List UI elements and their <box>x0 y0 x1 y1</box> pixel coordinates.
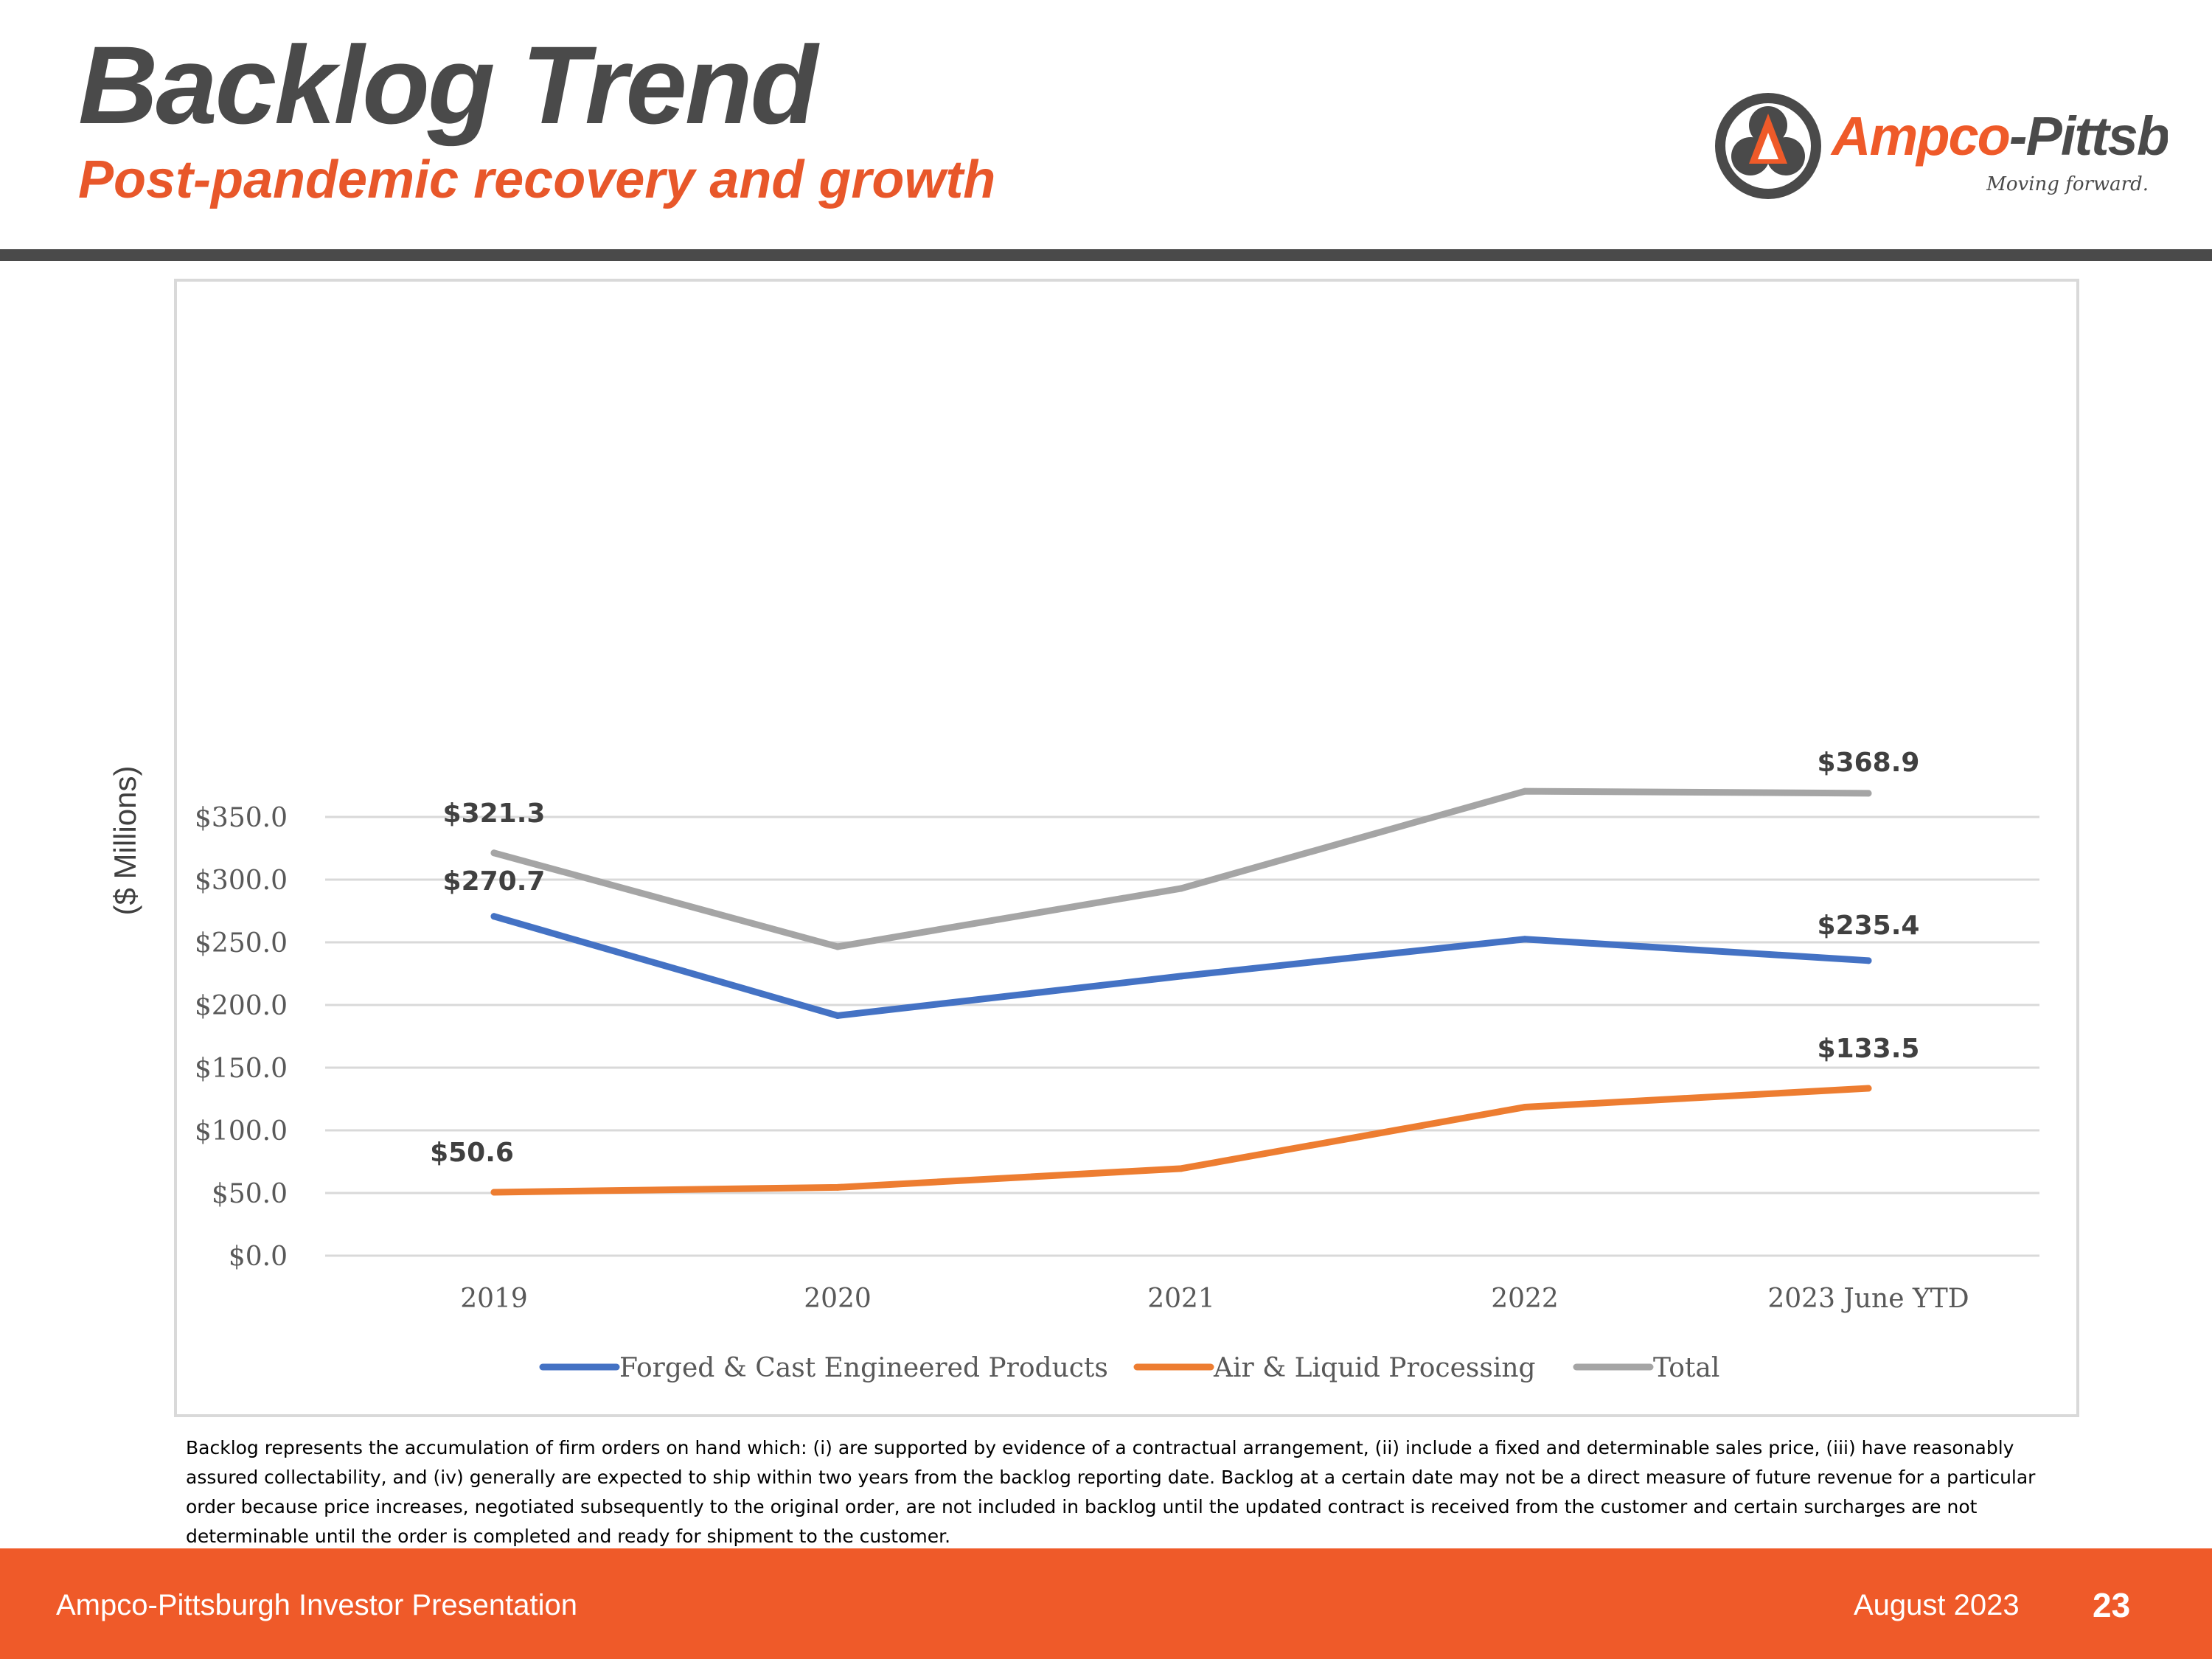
data-point-total <box>1865 790 1872 797</box>
data-label-total: $368.9 <box>1818 748 1920 778</box>
data-point-forged <box>1865 957 1872 964</box>
chart-frame <box>174 279 2079 1417</box>
data-point-air <box>1178 1165 1185 1172</box>
data-point-total <box>834 943 841 950</box>
y-tick-label: $50.0 <box>212 1179 288 1209</box>
data-point-air <box>1521 1104 1528 1111</box>
backlog-footnote: Backlog represents the accumulation of f… <box>186 1437 2036 1547</box>
y-tick-label: $300.0 <box>195 866 288 896</box>
data-point-forged <box>1521 936 1528 943</box>
data-point-forged <box>834 1012 841 1019</box>
series-line-total <box>490 787 1872 950</box>
x-tick-label: 2021 <box>1147 1284 1215 1314</box>
data-point-forged <box>1178 973 1185 980</box>
header-divider <box>0 249 2212 261</box>
data-point-air <box>1865 1085 1872 1092</box>
data-label-air: $50.6 <box>430 1138 514 1168</box>
data-point-air <box>490 1189 498 1196</box>
x-tick-label: 2019 <box>460 1284 528 1314</box>
y-tick-label: $250.0 <box>195 928 288 959</box>
y-tick-label: $350.0 <box>195 803 288 833</box>
data-label-total: $321.3 <box>443 799 546 829</box>
svg-text:Ampco-Pittsburgh: Ampco-Pittsburgh <box>1830 105 2168 167</box>
y-tick-label: $100.0 <box>195 1116 288 1147</box>
footer-presentation-title: Ampco-Pittsburgh Investor Presentation <box>56 1589 578 1621</box>
y-axis-title: ($ Millions) <box>108 765 142 916</box>
footer-date: August 2023 <box>1854 1589 2020 1621</box>
data-point-total <box>490 849 498 857</box>
page-number: 23 <box>2093 1586 2131 1624</box>
y-tick-label: $200.0 <box>195 991 288 1021</box>
legend-label-forged: Forged & Cast Engineered Products <box>619 1353 1108 1383</box>
logo-text-pittsburgh: -Pittsburgh <box>2009 105 2168 167</box>
data-label-forged: $235.4 <box>1818 911 1920 941</box>
data-point-forged <box>490 913 498 920</box>
footer-bar <box>0 1548 2212 1659</box>
legend-label-air: Air & Liquid Processing <box>1213 1353 1536 1383</box>
x-tick-label: 2023 June YTD <box>1767 1284 1969 1314</box>
page-title: Backlog Trend <box>78 23 818 147</box>
y-tick-label: $150.0 <box>195 1054 288 1084</box>
series-line-forged <box>490 913 1872 1019</box>
company-logo: Ampco-Pittsburgh Moving forward. <box>1715 93 2168 199</box>
series-line-air <box>490 1085 1872 1196</box>
y-tick-label: $0.0 <box>229 1242 288 1272</box>
logo-mark-icon <box>1715 93 1821 199</box>
data-point-total <box>1178 885 1185 892</box>
data-point-total <box>1521 787 1528 795</box>
x-tick-label: 2020 <box>804 1284 872 1314</box>
data-point-air <box>834 1183 841 1191</box>
data-label-air: $133.5 <box>1818 1034 1920 1064</box>
data-label-forged: $270.7 <box>443 866 546 897</box>
x-tick-label: 2022 <box>1491 1284 1559 1314</box>
page-subtitle: Post-pandemic recovery and growth <box>78 150 996 209</box>
logo-tagline: Moving forward. <box>1986 173 2149 195</box>
legend-label-total: Total <box>1653 1353 1719 1383</box>
logo-text-ampco: Ampco <box>1830 105 2009 167</box>
